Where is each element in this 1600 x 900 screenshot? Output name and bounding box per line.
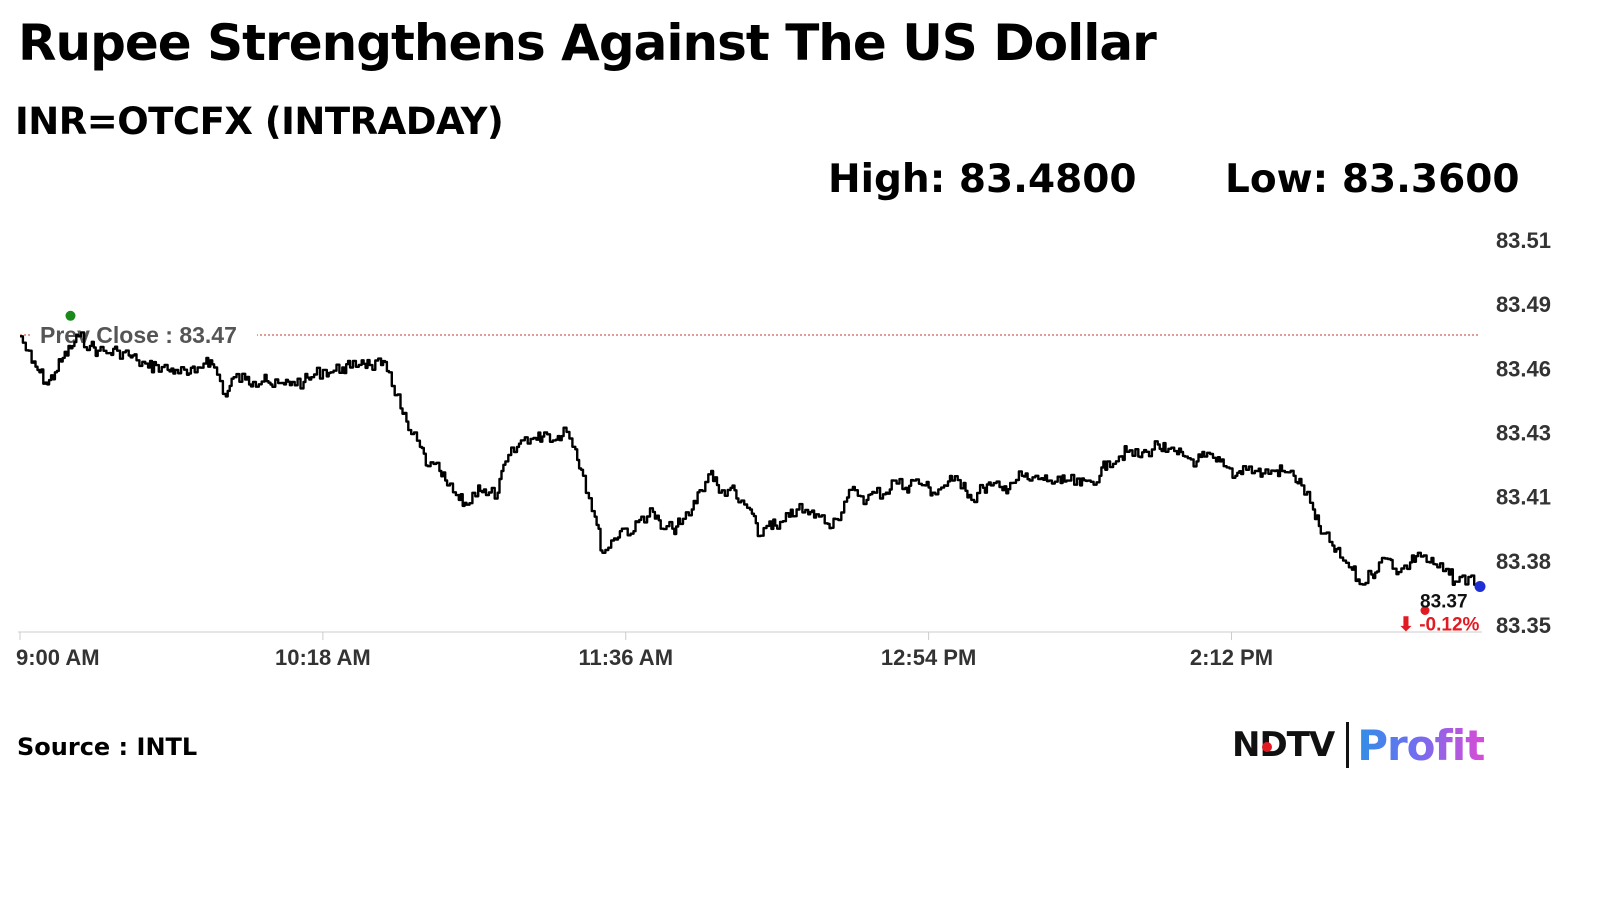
ndtv-profit-logo: NDTV Profit: [1232, 718, 1485, 772]
source-label: Source : INTL: [17, 733, 198, 761]
chart-title: Rupee Strengthens Against The US Dollar: [18, 14, 1157, 72]
y-tick-label: 83.46: [1496, 356, 1551, 381]
x-tick-label: 2:12 PM: [1190, 645, 1273, 670]
logo-dot-icon: [1262, 742, 1272, 752]
low-value: Low: 83.3600: [1225, 157, 1520, 202]
y-tick-label: 83.35: [1496, 613, 1551, 638]
y-axis-ticks: 83.51 83.49 83.46 83.43 83.41 83.38 83.35: [1496, 228, 1551, 638]
x-axis-ticks: 9:00 AM 10:18 AM 11:36 AM 12:54 PM 2:12 PM: [16, 632, 1273, 670]
logo-divider: [1346, 722, 1350, 768]
prev-close-label: Prev Close : 83.47: [40, 322, 237, 348]
y-tick-label: 83.49: [1496, 292, 1551, 317]
y-tick-label: 83.38: [1496, 549, 1551, 574]
y-tick-label: 83.41: [1496, 485, 1551, 510]
price-series-line: [20, 331, 1482, 588]
last-price-marker: [1474, 581, 1486, 592]
x-tick-label: 9:00 AM: [16, 645, 100, 670]
logo-ndtv-text: NDTV: [1232, 725, 1335, 765]
session-high-marker: [65, 310, 76, 321]
last-price-label: 83.37: [1420, 592, 1468, 613]
chart-subtitle: INR=OTCFX (INTRADAY): [15, 100, 504, 143]
x-tick-label: 12:54 PM: [881, 645, 976, 670]
logo-profit-text: Profit: [1357, 720, 1485, 770]
change-marker: [1420, 606, 1430, 615]
y-tick-label: 83.51: [1496, 228, 1551, 253]
prev-close-label-bg: [32, 321, 257, 350]
change-label: ⬇ -0.12%: [1398, 615, 1480, 636]
high-value: High: 83.4800: [828, 157, 1137, 202]
y-tick-label: 83.43: [1496, 421, 1551, 446]
x-tick-label: 10:18 AM: [275, 645, 371, 670]
x-tick-label: 11:36 AM: [578, 645, 673, 670]
